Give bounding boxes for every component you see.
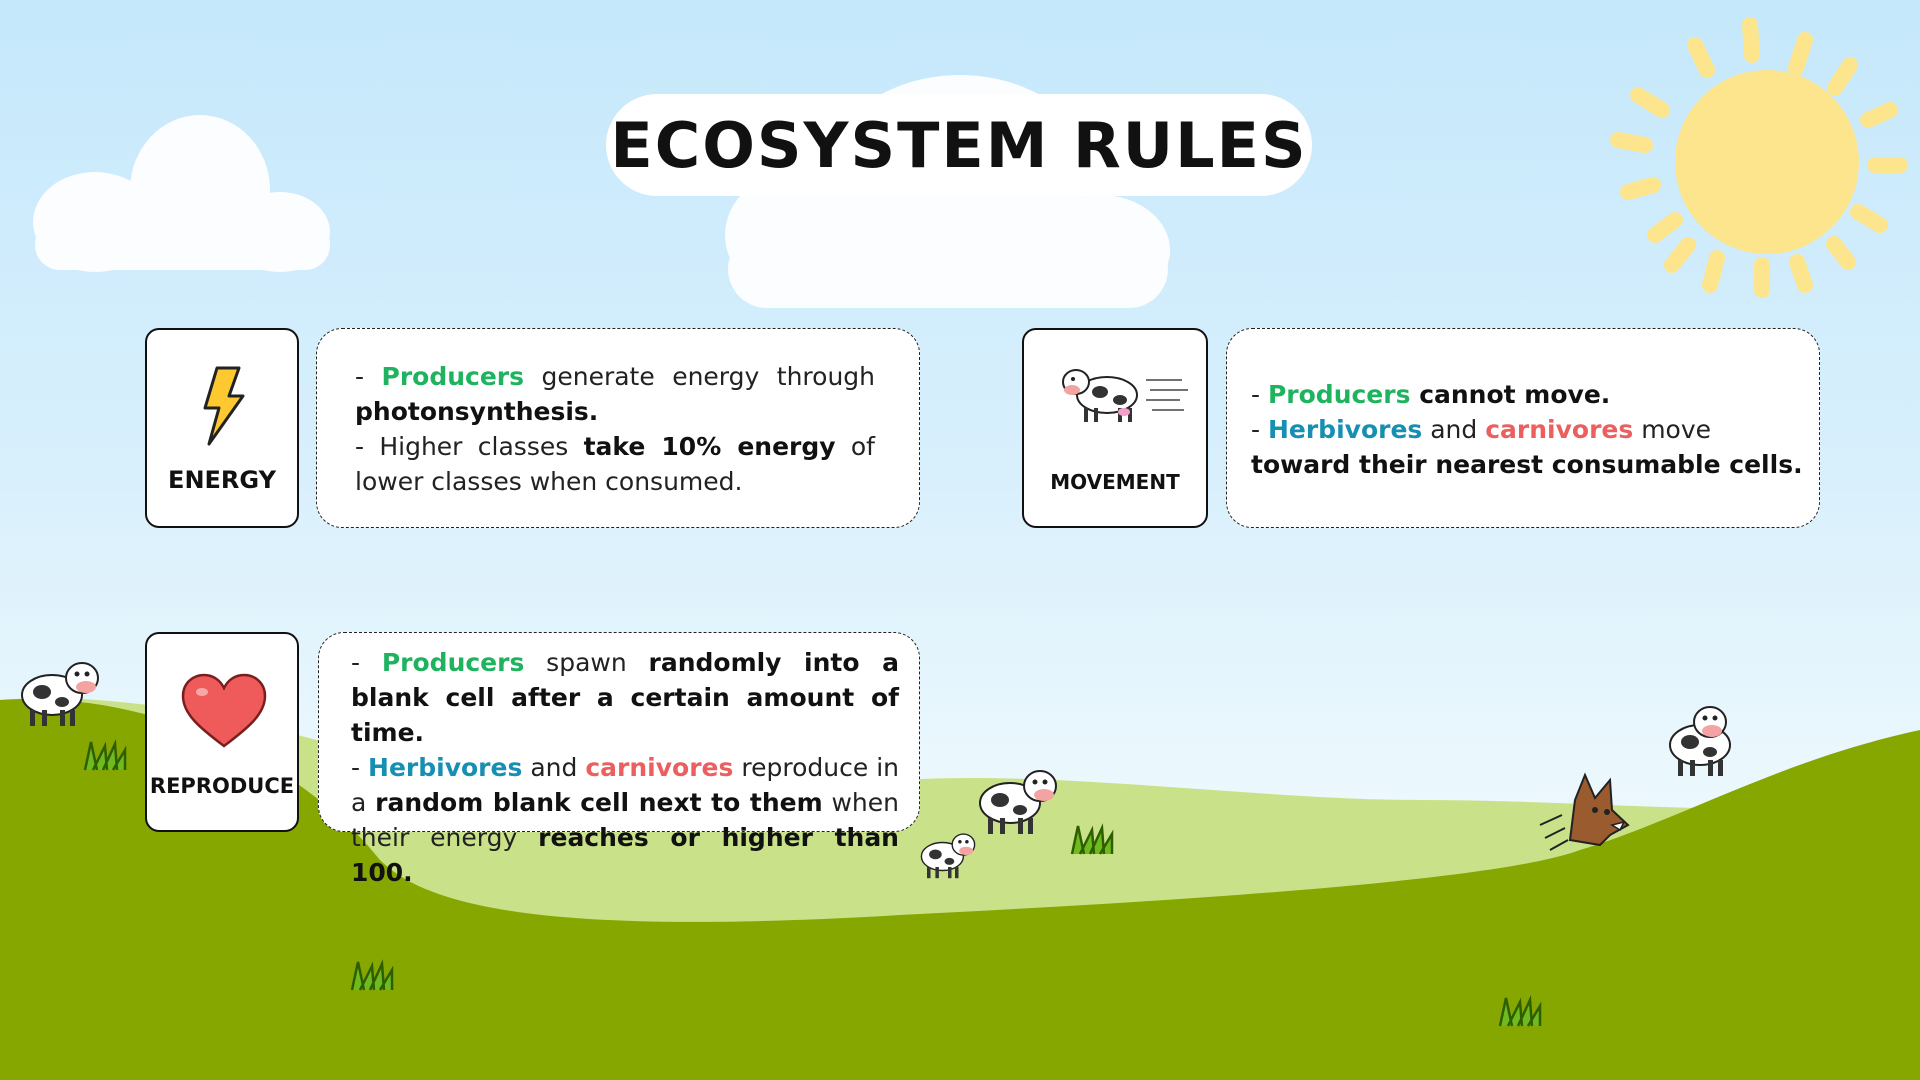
title-banner: ECOSYSTEM RULES <box>606 94 1312 196</box>
page-title: ECOSYSTEM RULES <box>610 108 1308 182</box>
cloud-left <box>33 115 330 272</box>
reproduce-label: REPRODUCE <box>149 774 295 798</box>
cloud-center <box>725 75 1170 308</box>
movement-rule-1: - Producers cannot move. <box>1251 380 1611 409</box>
cow-icon <box>979 770 1057 834</box>
running-cow-icon <box>1062 369 1188 422</box>
energy-rule-1: - Producers generate energy through phot… <box>355 362 876 426</box>
cow-icon <box>920 833 976 879</box>
grass-tufts <box>83 739 1542 1027</box>
wolf-icon <box>1539 772 1630 851</box>
cow-icon <box>21 662 99 726</box>
cow-icon <box>1669 706 1731 776</box>
reproduce-rules-card: - Producers spawn randomly into a blank … <box>318 632 920 887</box>
lightning-icon <box>203 366 245 446</box>
energy-label: ENERGY <box>168 466 276 494</box>
energy-rule-2: - Higher classes take 10% energy of lowe… <box>355 432 875 496</box>
movement-icon-card: MOVEMENT <box>1022 328 1208 528</box>
movement-label: MOVEMENT <box>1050 470 1180 494</box>
energy-icon-card: ENERGY <box>145 328 299 528</box>
energy-rules-card: - Producers generate energy through phot… <box>316 328 920 528</box>
hill-dark <box>0 699 1920 1080</box>
reproduce-icon-card: REPRODUCE <box>145 632 299 832</box>
reproduce-rule-2: - Herbivores and carnivores reproduce in… <box>351 753 899 887</box>
sun-icon <box>1610 17 1908 298</box>
reproduce-rule-1: - Producers spawn randomly into a blank … <box>351 648 899 747</box>
movement-rules-card: - Producers cannot move. - Herbivores an… <box>1226 328 1820 528</box>
heart-icon <box>181 673 267 748</box>
movement-rule-2: - Herbivores and carnivores move toward … <box>1251 415 1803 479</box>
